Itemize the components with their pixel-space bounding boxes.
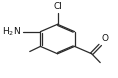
- Text: O: O: [101, 34, 108, 43]
- Text: Cl: Cl: [53, 2, 62, 11]
- Text: H$_2$N: H$_2$N: [2, 25, 21, 38]
